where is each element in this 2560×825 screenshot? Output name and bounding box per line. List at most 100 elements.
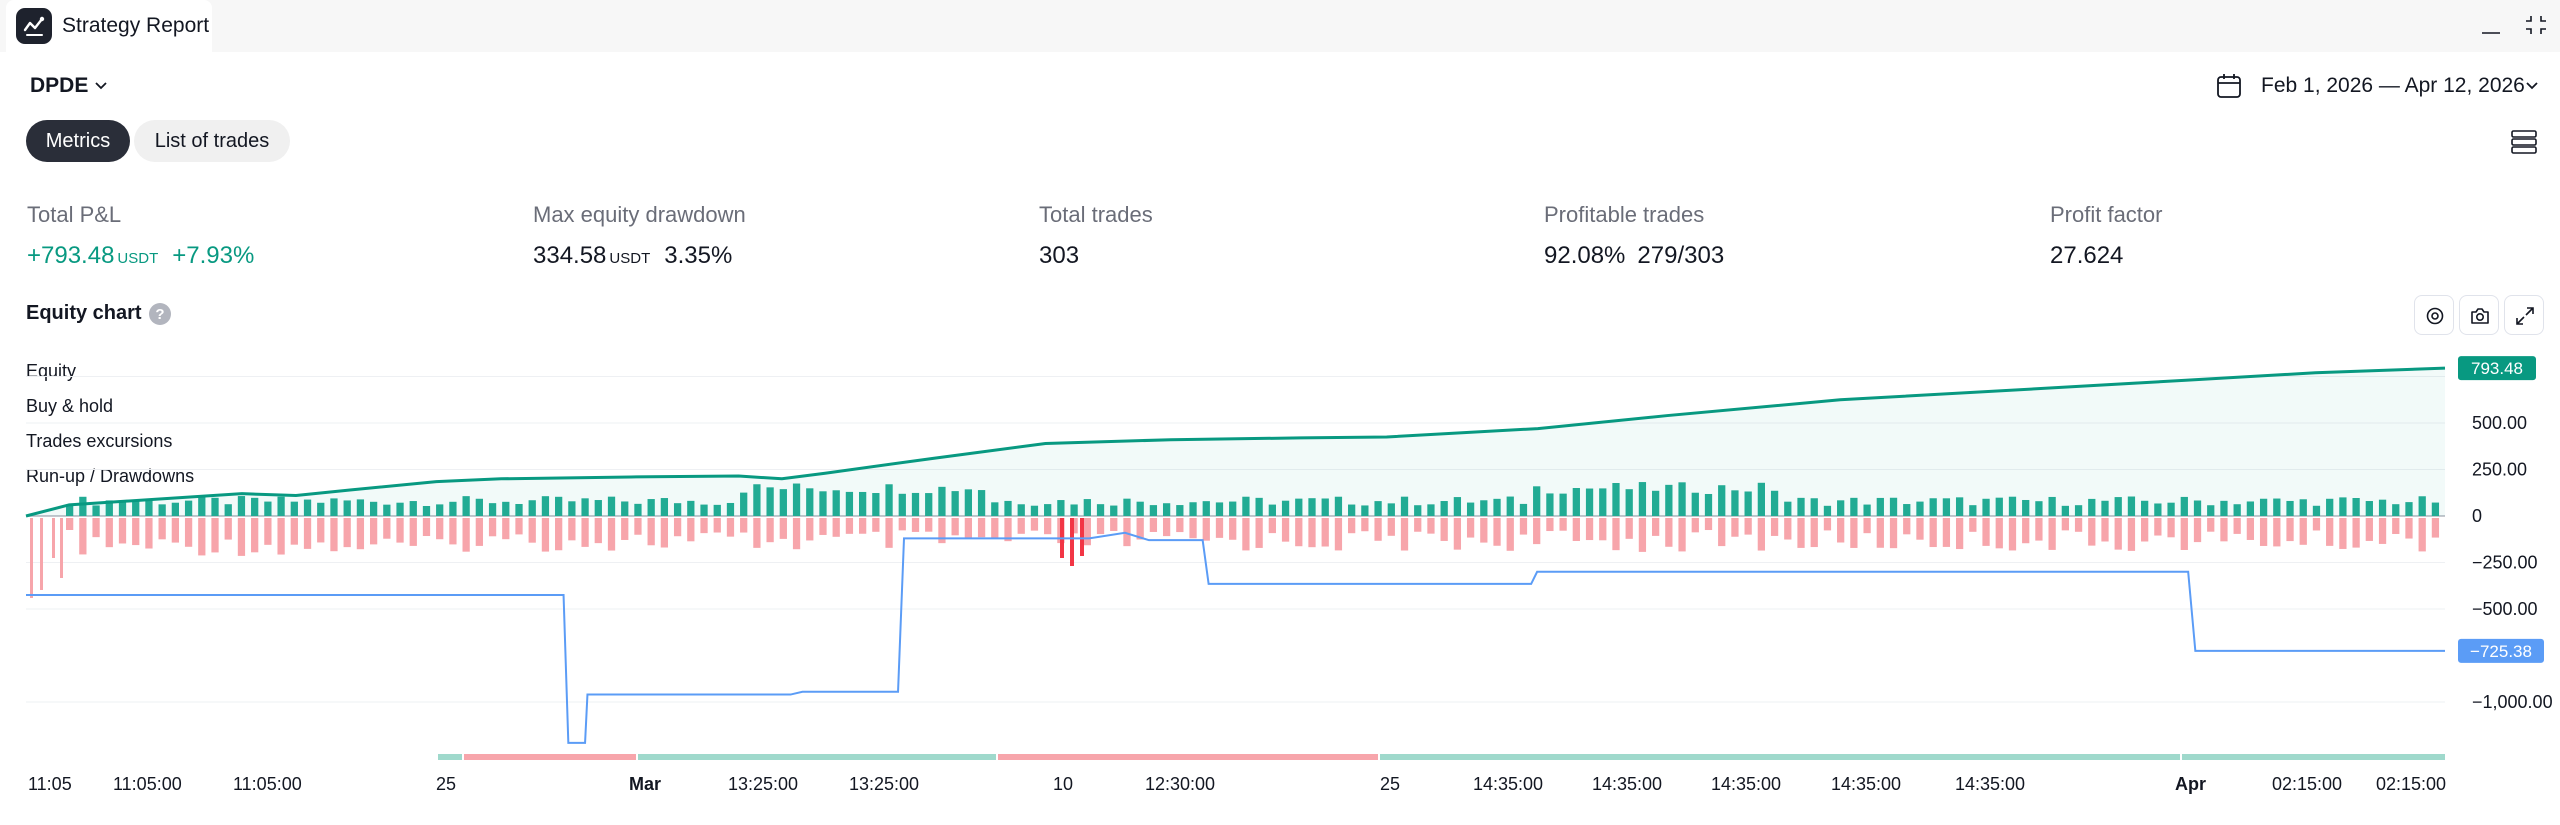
runup-bar — [1969, 505, 1977, 516]
drawdown-bar — [2405, 518, 2413, 539]
drawdown-bar — [2378, 518, 2387, 544]
chevron-down-icon[interactable] — [2524, 80, 2540, 92]
runup-bar — [1784, 501, 1792, 516]
layout-menu-icon[interactable] — [2506, 126, 2542, 158]
drawdown-bar — [2273, 518, 2281, 547]
drawdown-bar — [277, 518, 285, 555]
runup-bar — [1453, 497, 1462, 516]
drawdown-bar — [872, 518, 880, 532]
drawdown-bar — [1559, 518, 1567, 531]
drawdown-bar — [555, 518, 563, 551]
help-icon[interactable]: ? — [149, 303, 171, 325]
drawdown-bar — [475, 518, 483, 546]
metric-unit: USDT — [117, 250, 159, 267]
runup-bar — [1955, 497, 1964, 516]
drawdown-bar — [1215, 518, 1224, 538]
runup-bar — [1506, 496, 1514, 516]
drawdown-bar — [2312, 518, 2321, 531]
drawdown-bar — [1229, 518, 1237, 540]
runup-bar — [1823, 505, 1832, 516]
drawdown-bar — [594, 518, 602, 544]
metric-profitable-trades: Profitable trades 92.08% 279/303 — [1544, 202, 1724, 270]
fullscreen-button[interactable] — [2504, 295, 2544, 335]
drawdown-bar — [224, 518, 232, 540]
drawdown-bar — [2127, 518, 2136, 551]
buy-hold-line — [26, 531, 2445, 744]
drawdown-bar — [568, 518, 576, 541]
drawdown-bar — [1202, 518, 1210, 541]
drawdown-bar — [713, 518, 721, 533]
drawdown-bar — [1718, 518, 1726, 547]
drawdown-bar — [2339, 518, 2347, 549]
runup-bar — [1546, 493, 1554, 516]
drawdown-bar — [1546, 518, 1554, 532]
runup-bar — [1810, 498, 1818, 516]
drawdown-bar — [806, 518, 814, 541]
drawdown-bar — [2008, 518, 2017, 551]
runup-bar — [1017, 504, 1025, 516]
symbol-selector[interactable]: DPDE — [30, 74, 89, 97]
equity-chart[interactable]: 500.00 250.00 0 −250.00 −500.00 −1,000.00 793.… — [0, 340, 2560, 825]
runup-bar — [369, 501, 378, 516]
drawdown-bar — [2207, 518, 2215, 532]
restore-icon[interactable] — [2522, 12, 2550, 38]
drawdown-bar — [660, 518, 669, 548]
runup-bar — [1110, 505, 1118, 516]
drawdown-bar — [184, 518, 193, 547]
runup-bar — [1083, 499, 1091, 516]
drawdown-bar — [356, 518, 365, 550]
drawdown-bar — [2114, 518, 2122, 550]
x-axis-tick-label: 11:05:00 — [233, 774, 302, 794]
screenshot-button[interactable] — [2459, 295, 2499, 335]
drawdown-bar — [2418, 518, 2426, 552]
metric-percent: 92.08% — [1544, 242, 1626, 269]
drawdown-bar — [1374, 518, 1382, 541]
runup-bar — [2273, 498, 2281, 516]
minimize-icon[interactable] — [2478, 18, 2504, 36]
equity-last-value-badge — [2458, 356, 2536, 381]
calendar-icon[interactable] — [2215, 72, 2243, 100]
runup-bar — [515, 503, 523, 516]
drawdown-bar — [581, 518, 589, 547]
runup-bar — [475, 498, 483, 516]
tab-list-of-trades[interactable]: List of trades — [134, 120, 290, 162]
runup-bar — [1757, 482, 1766, 516]
runup-bar — [118, 502, 127, 516]
window-tab[interactable]: Strategy Report — [6, 0, 212, 52]
runup-bar — [2312, 505, 2321, 516]
drawdown-bar — [1704, 518, 1713, 531]
runup-bar — [1414, 505, 1422, 516]
runup-bar — [766, 487, 774, 516]
metric-value: 334.58 — [533, 242, 607, 269]
drawdown-bar — [1189, 518, 1197, 539]
legend-runup-drawdowns[interactable]: Run-up / Drawdowns — [26, 466, 195, 486]
tab-metrics[interactable]: Metrics — [26, 120, 130, 162]
runup-bar — [211, 497, 219, 516]
drawdown-bar — [1955, 518, 1964, 550]
date-range-selector[interactable]: Feb 1, 2026 — Apr 12, 2026 — [2261, 74, 2525, 97]
drawdown-bar — [1599, 518, 1607, 541]
drawdown-bar — [1083, 518, 1091, 546]
drawdown-bar — [687, 518, 695, 542]
metric-max-drawdown: Max equity drawdown 334.58 USDT 3.35% — [533, 202, 746, 270]
chevron-down-icon[interactable] — [94, 80, 108, 92]
fullscreen-icon — [2516, 307, 2534, 325]
drawdown-bar — [2048, 518, 2056, 550]
settings-button[interactable] — [2414, 295, 2454, 335]
runup-bar — [845, 491, 854, 516]
drawdown-bar — [330, 518, 338, 552]
drawdown-bar — [1797, 518, 1805, 548]
runup-bar — [2008, 496, 2017, 516]
drawdown-bar — [1533, 518, 1541, 545]
drawdown-bar — [2233, 518, 2241, 534]
y-axis-tick-label: −500.00 — [2472, 599, 2538, 619]
drawdown-bar — [92, 518, 100, 538]
drawdown-bar — [1017, 518, 1025, 534]
legend-buy-hold[interactable]: Buy & hold — [26, 396, 114, 416]
runup-bar — [1308, 498, 1316, 516]
runup-bar — [872, 493, 880, 516]
drawdown-bar — [383, 518, 391, 539]
drawdown-bar — [2193, 518, 2202, 543]
trade-strip-segment — [438, 754, 462, 760]
legend-trades-excursions[interactable]: Trades excursions — [26, 431, 173, 451]
